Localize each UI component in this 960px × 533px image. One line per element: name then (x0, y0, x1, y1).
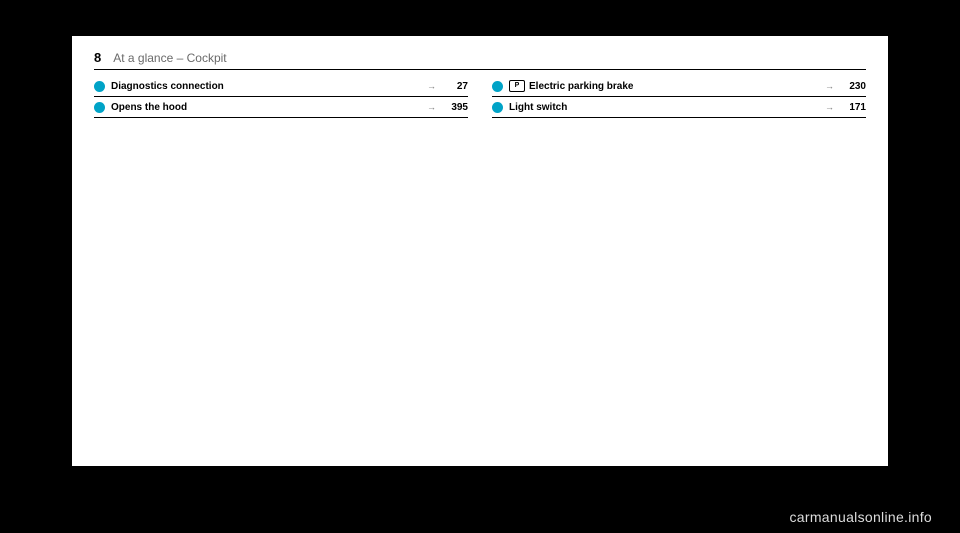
header-title: At a glance – Cockpit (113, 51, 226, 65)
bullet-marker-icon (492, 81, 503, 92)
row-label: Electric parking brake (529, 81, 825, 92)
row-page-number: 395 (444, 102, 468, 113)
watermark-text: carmanualsonline.info (790, 509, 933, 525)
index-row: Diagnostics connection → 27 (94, 76, 468, 97)
arrow-icon: → (427, 102, 436, 112)
bullet-marker-icon (94, 81, 105, 92)
index-row: Opens the hood → 395 (94, 97, 468, 118)
left-column: Diagnostics connection → 27 Opens the ho… (94, 76, 480, 118)
header-page-number: 8 (94, 50, 101, 65)
row-page-number: 171 (842, 102, 866, 113)
index-row: Light switch → 171 (492, 97, 866, 118)
bullet-marker-icon (492, 102, 503, 113)
row-page-number: 230 (842, 81, 866, 92)
bullet-marker-icon (94, 102, 105, 113)
row-label: Opens the hood (111, 102, 427, 113)
arrow-icon: → (825, 81, 834, 91)
row-label: Diagnostics connection (111, 81, 427, 92)
row-page-number: 27 (444, 81, 468, 92)
content-columns: Diagnostics connection → 27 Opens the ho… (94, 76, 866, 118)
arrow-icon: → (427, 81, 436, 91)
row-label: Light switch (509, 102, 825, 113)
page-header: 8 At a glance – Cockpit (94, 50, 866, 70)
arrow-icon: → (825, 102, 834, 112)
parking-brake-icon: P (509, 80, 525, 92)
manual-page: 8 At a glance – Cockpit Diagnostics conn… (72, 36, 888, 466)
index-row: P Electric parking brake → 230 (492, 76, 866, 97)
right-column: P Electric parking brake → 230 Light swi… (480, 76, 866, 118)
